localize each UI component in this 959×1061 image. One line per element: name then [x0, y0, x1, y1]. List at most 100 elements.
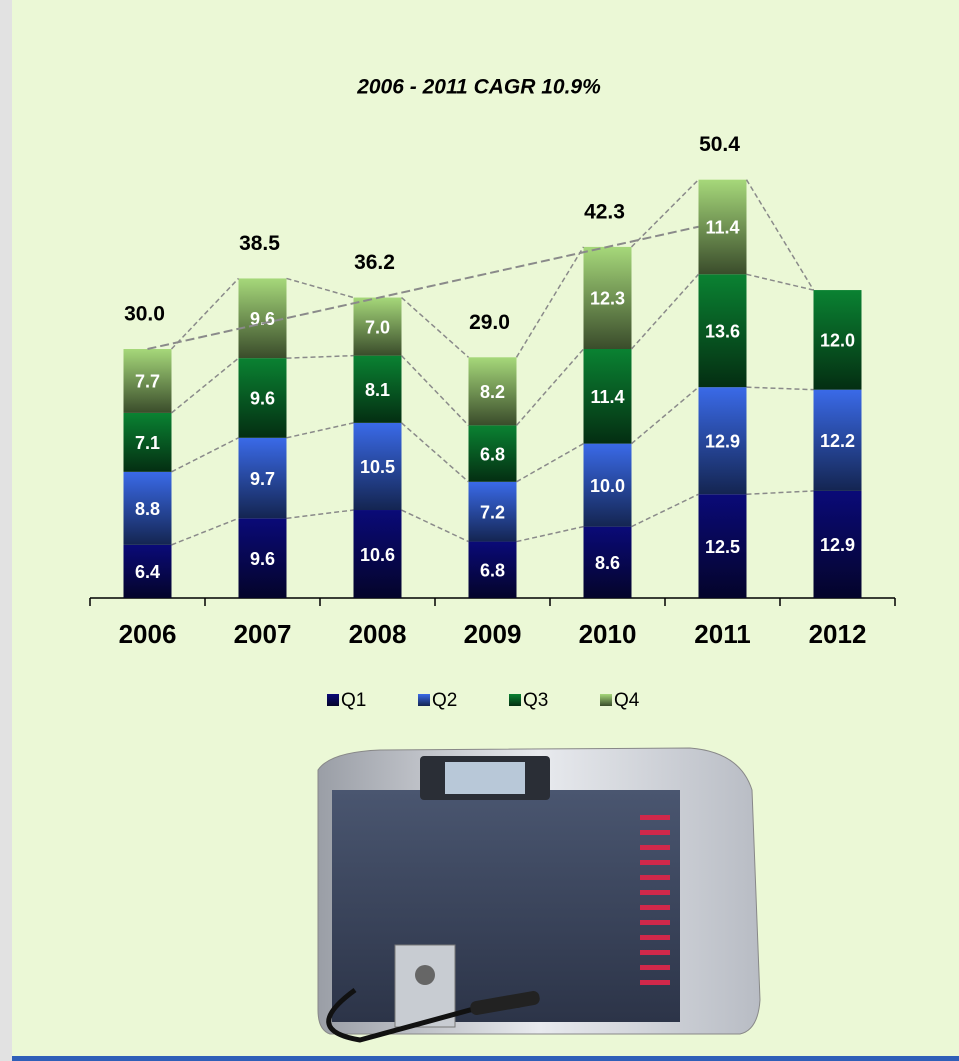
- legend-swatch: [327, 694, 339, 706]
- probe-holder: [394, 944, 456, 1028]
- probe: [470, 990, 540, 1016]
- data-label: 12.9: [820, 535, 855, 555]
- bar-segment: [123, 471, 172, 545]
- bar-segment: [583, 526, 632, 598]
- bar-segment: [583, 246, 632, 349]
- data-label: 6.8: [480, 561, 505, 581]
- bar-segment: [583, 443, 632, 527]
- bar-segment: [468, 481, 517, 542]
- x-tick-label: 2006: [119, 619, 177, 649]
- connector: [515, 348, 585, 426]
- bar-segment: [238, 278, 287, 359]
- data-label: 10.6: [360, 545, 395, 565]
- data-label: 7.2: [480, 502, 505, 522]
- connector: [746, 273, 814, 291]
- connector: [516, 525, 584, 543]
- device-screen: [445, 762, 525, 794]
- data-label: 11.4: [705, 218, 739, 238]
- bar-segment: [123, 544, 172, 598]
- connector: [515, 246, 585, 358]
- bar-segment: [698, 494, 747, 598]
- legend-label: Q1: [341, 690, 366, 711]
- bar-segment: [238, 437, 287, 519]
- x-tick-label: 2012: [809, 619, 867, 649]
- data-label: 12.3: [590, 289, 625, 309]
- connector: [400, 355, 470, 426]
- chart: 20066.48.87.17.730.020079.69.79.69.638.5…: [89, 133, 896, 711]
- connector: [516, 442, 584, 483]
- bar-segment: [583, 349, 632, 444]
- probe-cable: [326, 987, 521, 1043]
- data-label: 12.0: [820, 331, 855, 351]
- connector: [401, 296, 469, 358]
- bar-segment: [353, 297, 402, 356]
- data-label: 7.1: [135, 433, 160, 453]
- data-label: 9.6: [250, 549, 275, 569]
- device-stripes: [640, 815, 670, 985]
- bottom-border: [12, 1056, 959, 1061]
- connector: [631, 386, 699, 445]
- bar-segment: [353, 355, 402, 423]
- legend-label: Q2: [432, 690, 457, 711]
- connector: [746, 386, 814, 391]
- data-label: 12.2: [820, 431, 855, 451]
- legend-swatch: [509, 694, 521, 706]
- bar-segment: [468, 357, 517, 426]
- data-label: 7.7: [135, 372, 160, 392]
- legend-swatch: [600, 694, 612, 706]
- connector: [745, 179, 815, 291]
- connector: [746, 490, 814, 495]
- data-label: 8.1: [365, 380, 390, 400]
- data-label: 6.4: [135, 562, 160, 582]
- bar-segment: [353, 422, 402, 511]
- connector: [401, 509, 469, 543]
- connector: [286, 422, 354, 439]
- probe-socket: [415, 965, 435, 985]
- total-label: 30.0: [124, 303, 165, 326]
- device-panel: [332, 790, 680, 1022]
- legend-swatch: [418, 694, 430, 706]
- data-label: 7.0: [365, 317, 390, 337]
- x-tick-label: 2009: [464, 619, 522, 649]
- total-label: 50.4: [699, 133, 740, 156]
- product-image: [317, 747, 761, 1043]
- bar-segment: [698, 274, 747, 388]
- connector: [286, 354, 354, 359]
- x-tick-label: 2008: [349, 619, 407, 649]
- connector: [170, 277, 240, 350]
- bar-segment: [813, 389, 862, 491]
- data-label: 6.8: [480, 444, 505, 464]
- data-label: 8.8: [135, 499, 160, 519]
- legend-label: Q3: [523, 690, 548, 711]
- bar-segment: [468, 425, 517, 482]
- data-label: 13.6: [705, 321, 740, 341]
- connector: [630, 273, 700, 350]
- bar-segment: [698, 179, 747, 275]
- trend-line: [147, 225, 699, 350]
- total-label: 36.2: [354, 251, 395, 274]
- data-label: 9.7: [250, 469, 275, 489]
- data-label: 12.5: [705, 537, 740, 557]
- total-label: 38.5: [239, 232, 280, 255]
- bar-segment: [238, 358, 287, 438]
- x-tick-label: 2010: [579, 619, 637, 649]
- data-label: 10.5: [360, 457, 395, 477]
- connector: [171, 357, 239, 414]
- data-label: 9.6: [250, 389, 275, 409]
- connector: [286, 277, 354, 299]
- bar-segment: [353, 510, 402, 598]
- chart-title: 2006 - 2011 CAGR 10.9%: [356, 76, 601, 99]
- bar-segment: [813, 290, 862, 390]
- connector: [401, 422, 469, 483]
- total-label: 42.3: [584, 200, 625, 223]
- bar-segment: [238, 518, 287, 598]
- bar-segment: [123, 349, 172, 413]
- data-label: 12.9: [705, 431, 740, 451]
- connector: [171, 437, 239, 473]
- bar-segment: [813, 490, 862, 598]
- bar-segment: [698, 387, 747, 495]
- x-tick-label: 2011: [694, 619, 750, 649]
- bar-segment: [123, 412, 172, 472]
- connector: [631, 493, 699, 528]
